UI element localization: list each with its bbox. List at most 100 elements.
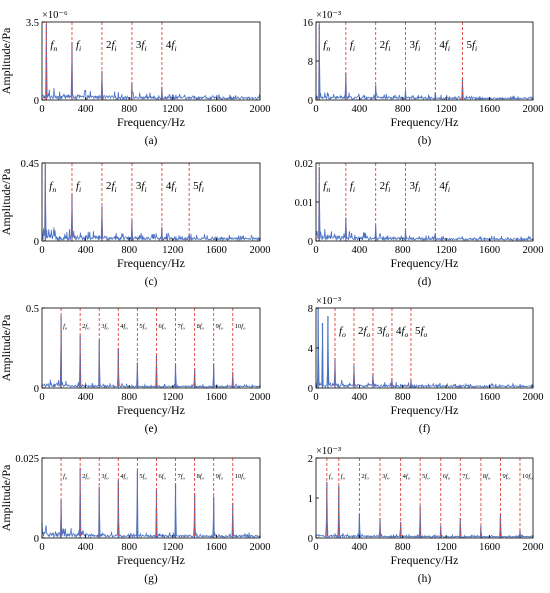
harmonic-marker-label: 8fo [197,323,205,331]
x-tick-label: 1200 [162,392,183,403]
signal-trace [315,182,534,242]
harmonic-marker-label: 2fi [380,180,391,194]
harmonic-marker-label: fi [350,180,355,194]
harmonic-marker-label: 4fo [396,325,409,339]
harmonic-marker-label: 4fi [439,180,450,194]
y-axis-label: Amplitude/Pa [0,464,13,531]
x-tick-label: 0 [313,392,318,403]
x-tick-label: 400 [78,542,94,553]
harmonic-marker-label: fn [50,39,57,53]
panel-label: (h) [418,573,432,585]
harmonic-marker-label: 5fo [139,473,147,481]
y-tick-label: 0 [308,237,313,248]
harmonic-marker-label: 10fo [235,323,246,331]
harmonic-marker-label: 10fo [522,473,533,481]
x-axis-label: Frequency/Hz [391,256,459,270]
harmonic-marker-label: 9fo [502,473,510,481]
x-tick-label: 400 [78,104,94,115]
harmonic-marker-label: fo [329,473,334,481]
y-axis-label: Amplitude/Pa [0,168,13,235]
x-tick-label: 1600 [206,245,227,256]
harmonic-marker-label: 4fi [166,180,177,194]
x-tick-label: 400 [352,542,368,553]
x-tick-label: 1200 [436,104,457,115]
harmonic-marker-label: 3fo [382,473,390,481]
x-tick-label: 800 [121,245,137,256]
y-tick-label: 0.01 [295,198,313,209]
harmonic-marker-label: fo [63,473,68,481]
axis-exponent: ×10⁻³ [316,10,341,21]
x-tick-label: 2000 [523,104,544,115]
harmonic-marker-label: 2fo [82,473,90,481]
chart-panel-6: fo 2fo 3fo 4fo 5fo 0 400 800 1200 1600 2000 0 4 8×10⁻… [308,296,544,435]
harmonic-marker-label: 3fi [410,39,421,53]
harmonic-marker-label: 2fi [380,39,391,53]
x-tick-label: 800 [121,542,137,553]
chart-panel-4: fn fi 2fi 3fi 4fi 0 400 800 1200 1600 2000 0 0.01 0.0… [295,159,544,288]
harmonic-marker-label: 2fi [106,180,117,194]
y-tick-label: 2 [308,454,313,465]
harmonic-marker-label: 7fo [178,473,186,481]
x-tick-label: 400 [78,392,94,403]
y-axis-label: Amplitude/Pa [0,27,13,94]
x-tick-label: 1200 [436,245,457,256]
y-tick-label: 0 [34,384,39,395]
x-tick-label: 0 [313,104,318,115]
harmonic-marker-label: 5fi [466,39,477,53]
harmonic-marker-label: 5fo [415,325,428,339]
chart-panel-3: fn fi 2fi 3fi 4fi 5fi 0 400 800 1200 1600 2000 0 0.45… [0,159,271,288]
chart-panel-8: fo fo 2fo 3fo 4fo 5fo 6fo 7fo 8fo 9fo 10fo 0 400 800 1… [308,446,544,585]
harmonic-marker-label: 3fi [136,39,147,53]
x-tick-label: 2000 [250,245,271,256]
x-tick-label: 800 [395,245,411,256]
x-tick-label: 2000 [523,392,544,403]
harmonic-marker-label: 3fo [101,323,109,331]
harmonic-marker-label: 2fo [82,323,90,331]
signal-trace [315,319,534,389]
harmonic-marker-label: 3fi [136,180,147,194]
harmonic-marker-label: 9fo [216,323,224,331]
x-axis-label: Frequency/Hz [117,403,185,417]
plot-frame [41,21,261,101]
harmonic-marker-label: 5fo [422,473,430,481]
harmonic-marker-label: 3fi [410,180,421,194]
harmonic-marker-label: 8fo [483,473,491,481]
harmonic-marker-label: 4fi [439,39,450,53]
harmonic-marker-label: 4fi [166,39,177,53]
panel-label: (g) [144,573,158,585]
signal-trace [315,40,534,101]
plot-frame [41,307,261,389]
x-axis-label: Frequency/Hz [117,256,185,270]
x-tick-label: 1200 [436,542,457,553]
harmonic-marker-label: fn [323,180,330,194]
signal-trace [41,181,261,242]
x-axis-label: Frequency/Hz [117,553,185,567]
x-tick-label: 2000 [250,542,271,553]
harmonic-marker-label: 7fo [178,323,186,331]
y-tick-label: 8 [308,304,313,315]
y-tick-label: 4 [308,344,314,355]
harmonic-marker-label: 4fo [403,473,411,481]
harmonic-marker-label: 2fo [358,325,371,339]
harmonic-marker-label: fo [63,323,68,331]
x-tick-label: 1600 [206,104,227,115]
x-tick-label: 800 [395,392,411,403]
x-tick-label: 0 [313,245,318,256]
x-tick-label: 1600 [479,104,500,115]
harmonic-marker-label: fo [339,325,346,339]
axis-exponent: ×10⁻³ [316,296,341,307]
harmonic-marker-label: 10fo [235,473,246,481]
x-tick-label: 0 [313,542,318,553]
harmonic-marker-label: 4fo [120,323,128,331]
x-tick-label: 2000 [523,542,544,553]
panel-label: (e) [145,423,158,435]
harmonic-marker-label: fn [49,180,56,194]
harmonic-marker-label: 9fo [216,473,224,481]
plot-frame [41,162,261,242]
harmonic-marker-label: 6fo [158,473,166,481]
harmonic-marker-label: 7fo [462,473,470,481]
x-axis-label: Frequency/Hz [391,403,459,417]
x-tick-label: 1200 [162,245,183,256]
harmonic-marker-label: 3fo [101,473,109,481]
